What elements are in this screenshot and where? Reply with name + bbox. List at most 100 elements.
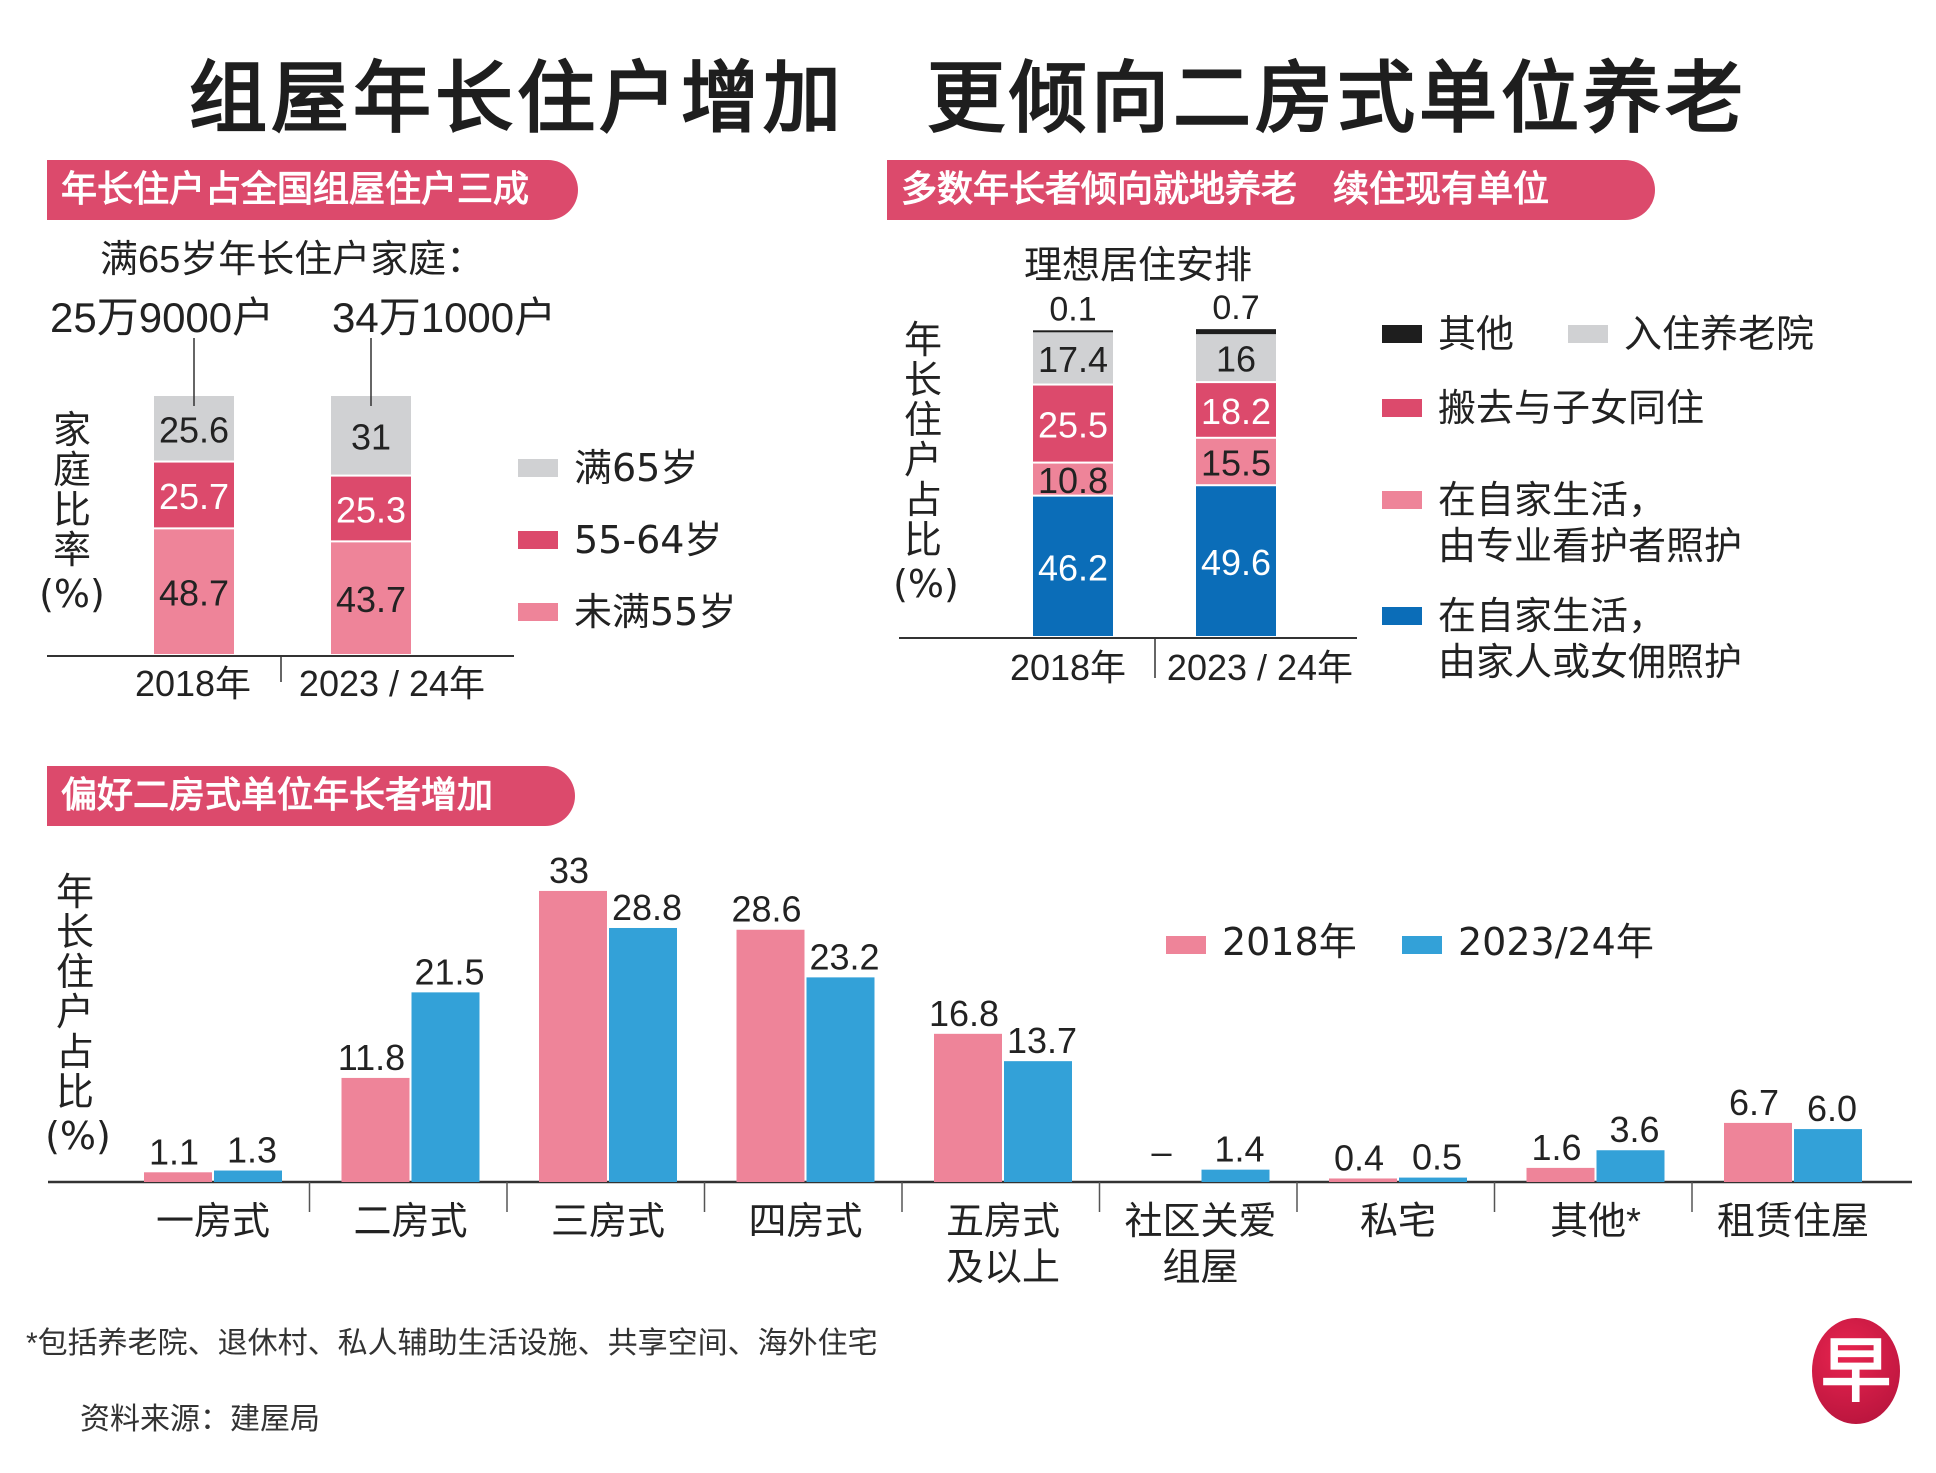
bar-segment bbox=[1196, 329, 1276, 335]
data-label: 33 bbox=[549, 850, 589, 891]
ylabel-char: 比 bbox=[55, 1070, 94, 1114]
chart1-svg: 48.7 25.7 25.6 2018年 43.7 25.3 31 2023 / 24年 bbox=[47, 338, 514, 704]
ylabel-char: 年 bbox=[903, 318, 942, 362]
chart1-total-2018: 25万9000户 bbox=[50, 294, 275, 341]
data-label: 25.3 bbox=[336, 489, 406, 530]
data-label: 23.2 bbox=[809, 936, 879, 977]
ylabel-char: 占 bbox=[903, 478, 942, 522]
data-label: 43.7 bbox=[336, 579, 406, 620]
bar bbox=[609, 927, 677, 1182]
ylabel-char: 庭 bbox=[52, 448, 91, 492]
legend-label: 55-64岁 bbox=[574, 518, 723, 562]
x-tick-label: 2018年 bbox=[1010, 647, 1126, 688]
legend-label: 2023/24年 bbox=[1458, 920, 1654, 964]
legend-label: 在自家生活， bbox=[1438, 594, 1667, 638]
legend-swatch bbox=[1402, 936, 1442, 954]
data-label: 1.6 bbox=[1531, 1127, 1581, 1168]
ylabel-char: 占 bbox=[55, 1030, 94, 1074]
x-tick-label: 及以上 bbox=[946, 1247, 1060, 1289]
chart1-subtitle: 满65岁年长住户家庭： bbox=[100, 239, 485, 281]
x-tick-label: 五房式 bbox=[946, 1201, 1060, 1243]
data-label: 0.7 bbox=[1212, 289, 1259, 327]
data-label: 25.6 bbox=[159, 409, 229, 450]
bar bbox=[1329, 1178, 1397, 1182]
data-label: 17.4 bbox=[1038, 339, 1108, 380]
infographic-title: 组屋年长住户增加 更倾向二房式单位养老 bbox=[188, 54, 1747, 144]
data-label: 49.6 bbox=[1201, 542, 1271, 583]
x-tick-label: 组屋 bbox=[1162, 1247, 1238, 1289]
bar-segment bbox=[1033, 463, 1113, 495]
data-label: 13.7 bbox=[1007, 1020, 1077, 1061]
legend-swatch bbox=[1568, 325, 1608, 343]
legend-swatch bbox=[1382, 399, 1422, 417]
x-tick-label: 二房式 bbox=[353, 1201, 467, 1243]
bar bbox=[214, 1170, 282, 1182]
chart3-svg: 1.1 1.3 一房式 11.8 21.5 二房式 33 28.8 三房式 28.623.2 四房式… bbox=[48, 850, 1912, 1289]
chart2-title: 理想居住安排 bbox=[1024, 245, 1253, 287]
section-header-living-arrangement: 多数年长者倾向就地养老 续住现有单位 bbox=[887, 160, 1655, 220]
bar bbox=[411, 992, 480, 1182]
ylabel-unit: (%) bbox=[39, 572, 105, 616]
data-label: 11.8 bbox=[338, 1037, 405, 1078]
x-tick-label: 其他* bbox=[1550, 1201, 1641, 1243]
ylabel-char: 家 bbox=[52, 408, 91, 452]
chart1-total-2023: 34万1000户 bbox=[332, 294, 557, 341]
data-label: 1.4 bbox=[1214, 1129, 1264, 1170]
bar-segment bbox=[1033, 385, 1113, 462]
bar-segment bbox=[1196, 334, 1276, 382]
bar-segment bbox=[331, 396, 411, 475]
legend-label: 入住养老院 bbox=[1624, 312, 1815, 356]
bar bbox=[1724, 1122, 1792, 1182]
legend-swatch bbox=[1382, 607, 1422, 625]
chart3-ylabel: 年 长 住 户 占 比 (%) bbox=[45, 872, 118, 1156]
x-tick-label: 三房式 bbox=[551, 1201, 665, 1243]
data-label: 3.6 bbox=[1609, 1109, 1659, 1150]
source-note: 资料来源：建屋局 bbox=[80, 1403, 320, 1436]
data-label: 48.7 bbox=[159, 573, 229, 614]
legend-label: 由专业看护者照护 bbox=[1438, 524, 1743, 568]
bar-segment bbox=[1033, 496, 1113, 636]
bar-segment bbox=[1196, 438, 1276, 485]
x-tick-label: 2023 / 24年 bbox=[299, 663, 485, 704]
legend-label: 未满55岁 bbox=[574, 590, 737, 634]
ylabel-char: 住 bbox=[55, 950, 94, 994]
bar-segment bbox=[154, 462, 234, 528]
data-label: 6.0 bbox=[1807, 1088, 1857, 1129]
legend-label: 搬去与子女同住 bbox=[1438, 386, 1705, 430]
legend-label: 在自家生活， bbox=[1438, 478, 1667, 522]
legend-label: 满65岁 bbox=[574, 446, 699, 490]
bar-segment bbox=[154, 396, 234, 461]
data-label: 0.4 bbox=[1334, 1137, 1384, 1178]
data-label: 16 bbox=[1216, 339, 1256, 380]
bar-segment bbox=[1196, 486, 1276, 636]
data-label: 25.5 bbox=[1038, 405, 1108, 446]
legend-swatch bbox=[518, 531, 558, 549]
data-label: 0.1 bbox=[1049, 290, 1096, 328]
bar-segment bbox=[1033, 332, 1113, 384]
bar-segment bbox=[1033, 330, 1113, 333]
bar bbox=[1004, 1061, 1072, 1182]
data-label: 18.2 bbox=[1201, 391, 1271, 432]
data-label: 25.7 bbox=[159, 476, 229, 517]
legend-label: 由家人或女佣照护 bbox=[1438, 640, 1743, 684]
data-label: 1.3 bbox=[227, 1130, 277, 1171]
x-tick-label: 社区关爱 bbox=[1124, 1201, 1276, 1243]
bar-segment bbox=[331, 542, 411, 654]
ylabel-char: 比 bbox=[903, 518, 942, 562]
bar bbox=[1201, 1169, 1270, 1182]
bar bbox=[1399, 1177, 1467, 1182]
bar bbox=[144, 1172, 212, 1182]
bar bbox=[934, 1033, 1002, 1182]
x-tick-label: 2018年 bbox=[135, 663, 251, 704]
ylabel-char: 长 bbox=[903, 358, 942, 402]
bar bbox=[1596, 1150, 1665, 1182]
x-tick-label: 四房式 bbox=[748, 1201, 862, 1243]
data-label: 31 bbox=[351, 416, 391, 457]
legend-swatch bbox=[1166, 936, 1206, 954]
ylabel-char: 住 bbox=[903, 398, 942, 442]
data-label: 6.7 bbox=[1729, 1082, 1779, 1123]
data-label: 16.8 bbox=[929, 993, 999, 1034]
data-label: 15.5 bbox=[1201, 443, 1271, 484]
data-label: 10.8 bbox=[1038, 460, 1108, 501]
data-label: 28.8 bbox=[612, 887, 682, 928]
